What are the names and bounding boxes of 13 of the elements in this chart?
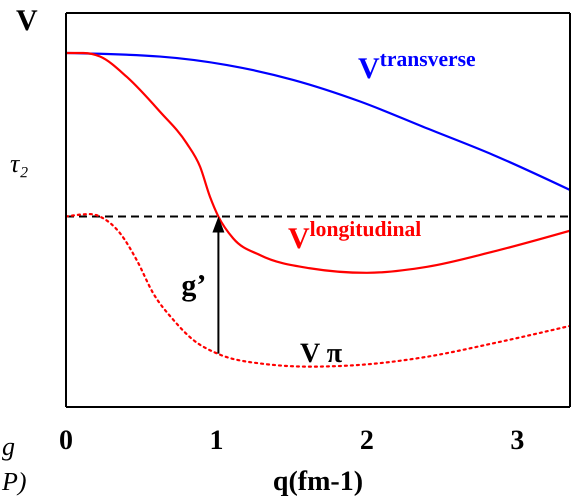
text: P) xyxy=(1,467,27,496)
annotation: g’ xyxy=(181,269,206,302)
x-tick-label: 3 xyxy=(510,424,524,456)
x-tick-label: 2 xyxy=(360,424,374,456)
x-tick-label: 1 xyxy=(209,424,224,456)
text: g xyxy=(2,432,15,461)
x-tick-label: 0 xyxy=(59,424,73,456)
x-axis-title: q(fm-1) xyxy=(272,466,364,497)
series-label: V$^{longitudinal}$ xyxy=(288,217,422,255)
series-label: V π xyxy=(300,338,343,369)
text: τ₂ xyxy=(10,149,28,178)
series-label: V$^{transverse}$ xyxy=(358,47,476,85)
y-axis-title: V xyxy=(16,4,38,37)
